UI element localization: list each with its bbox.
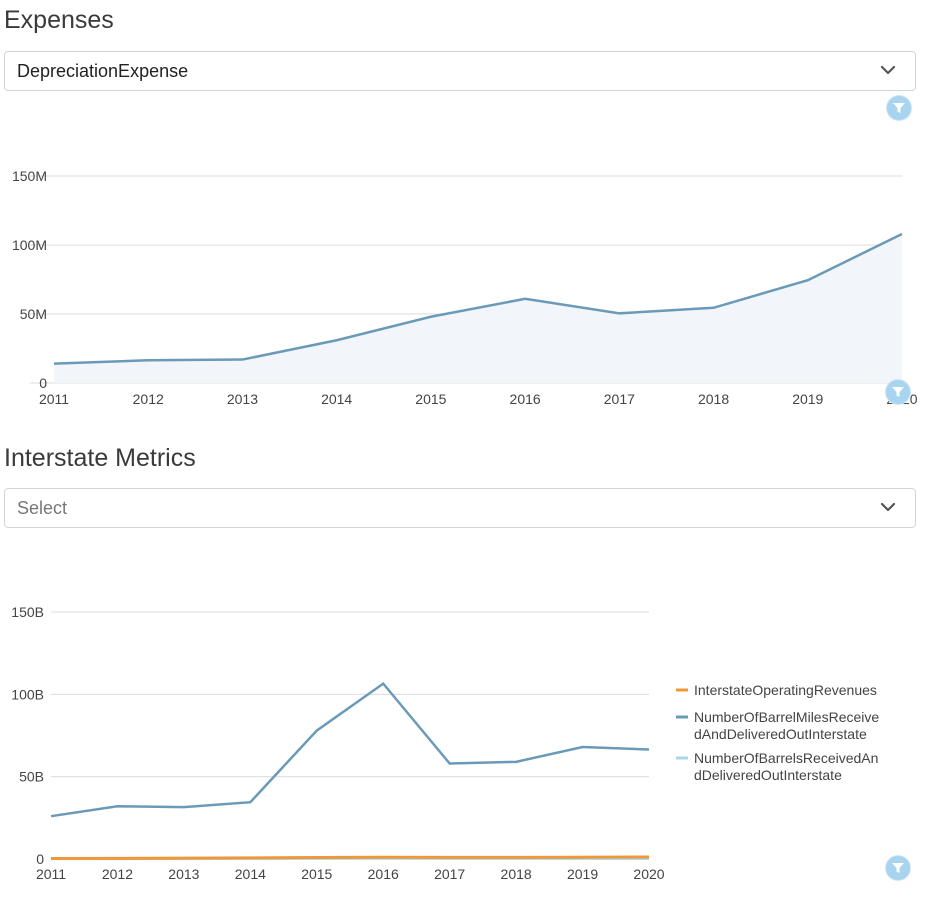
expenses-title: Expenses (4, 6, 114, 34)
interstate-title: Interstate Metrics (4, 444, 196, 472)
x-tick-label: 2014 (235, 866, 266, 882)
interstate-select[interactable]: Select (4, 488, 916, 528)
interstate-chart: 0 50B 100B 150B 2011 2012 2013 2014 2015 2016 201… (11, 604, 879, 882)
x-tick-label: 2012 (102, 866, 133, 882)
x-tick-label: 2015 (415, 391, 446, 407)
interstate-select-placeholder: Select (17, 498, 68, 518)
x-tick-label: 2011 (39, 391, 69, 407)
x-tick-label: 2017 (604, 391, 635, 407)
y-tick-label: 0 (39, 375, 47, 391)
series-line-2 (50, 681, 650, 818)
x-tick-label: 2019 (567, 866, 598, 882)
x-tick-label: 2018 (698, 391, 729, 407)
legend-label[interactable]: NumberOfBarrelsReceivedAn dDeliveredOutIn… (694, 750, 878, 783)
x-tick-label: 2018 (501, 866, 532, 882)
x-tick-label: 2015 (301, 866, 332, 882)
y-tick-label: 100B (11, 686, 44, 702)
x-tick-label: 2016 (368, 866, 399, 882)
expenses-select-value: DepreciationExpense (17, 61, 189, 81)
x-tick-label: 2019 (792, 391, 823, 407)
y-tick-label: 150M (12, 168, 47, 184)
y-tick-label: 100M (12, 237, 47, 253)
x-tick-label: 2013 (168, 866, 199, 882)
x-tick-label: 2016 (510, 391, 541, 407)
y-tick-label: 50B (19, 769, 44, 785)
x-tick-label: 2011 (36, 866, 66, 882)
expenses-line (53, 232, 903, 365)
y-tick-label: 0 (36, 851, 44, 867)
chevron-down-icon (880, 65, 896, 75)
y-tick-label: 150B (11, 604, 44, 620)
expenses-chart: 0 50M 100M 150M 2011 2012 2013 2014 2015 2016 201… (12, 168, 918, 407)
legend-label[interactable]: NumberOfBarrelMilesReceive dAndDeliveredO… (694, 709, 879, 742)
x-tick-label: 2013 (227, 391, 258, 407)
x-tick-label: 2012 (133, 391, 164, 407)
x-tick-label: 2017 (434, 866, 465, 882)
x-tick-label: 2014 (321, 391, 352, 407)
x-tick-label: 2020 (633, 866, 664, 882)
chevron-down-icon (880, 502, 896, 512)
expenses-select[interactable]: DepreciationExpense (4, 51, 916, 91)
y-tick-label: 50M (20, 306, 47, 322)
series-line-1 (50, 855, 650, 861)
filter-icon[interactable] (887, 96, 911, 120)
filter-icon[interactable] (886, 856, 910, 880)
filter-icon[interactable] (886, 380, 910, 404)
legend-label[interactable]: InterstateOperatingRevenues (694, 682, 877, 698)
